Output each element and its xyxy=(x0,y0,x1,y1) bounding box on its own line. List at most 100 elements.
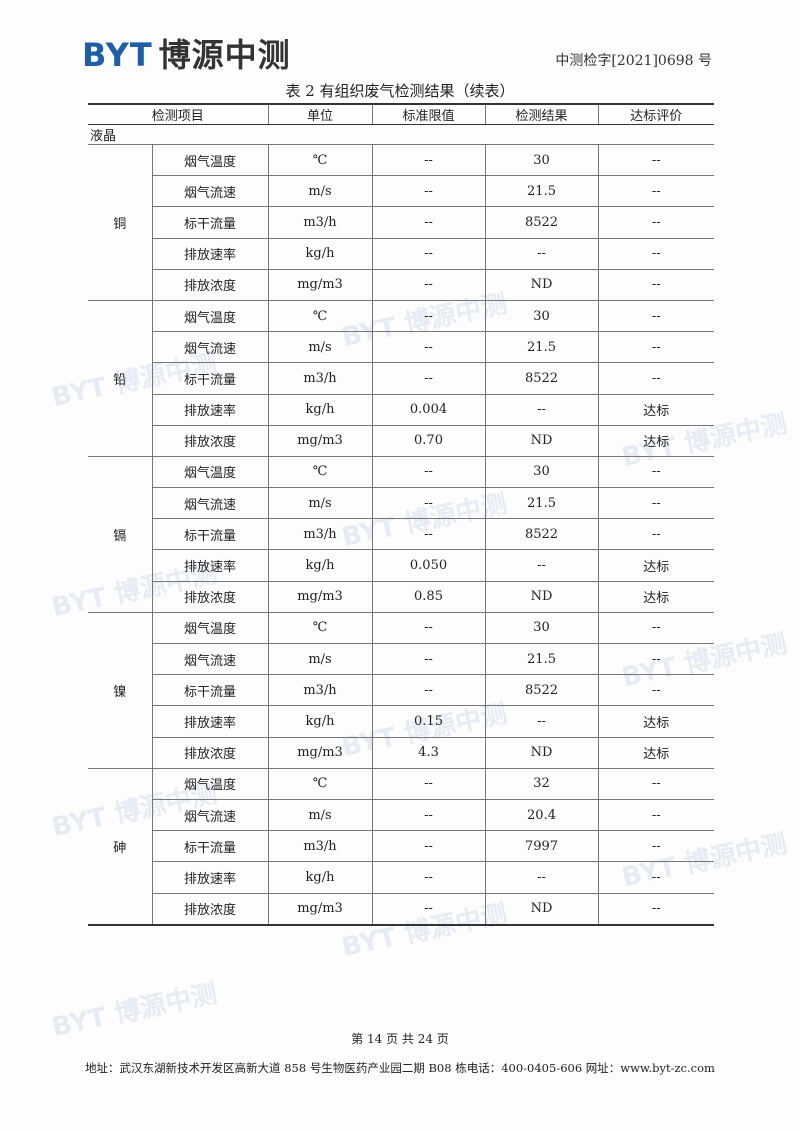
unit-cell: m/s xyxy=(267,331,373,364)
result-cell: 20.4 xyxy=(484,798,599,832)
result-cell: -- xyxy=(484,393,599,426)
table-row: 烟气流速 m/s -- 21.5 -- xyxy=(88,487,715,520)
column-header: 检测项目 xyxy=(88,103,269,125)
result-cell: 30 xyxy=(484,611,599,645)
table-row: 烟气流速 m/s -- 21.5 -- xyxy=(88,175,715,208)
unit-cell: ℃ xyxy=(267,611,373,645)
evaluation-cell: -- xyxy=(597,237,715,270)
table-row: 烟气流速 m/s -- 20.4 -- xyxy=(88,798,715,832)
table-row: 烟气流速 m/s -- 21.5 -- xyxy=(88,642,715,676)
evaluation-cell: -- xyxy=(597,830,715,863)
table-row: 排放浓度 mg/m3 0.85 ND 达标 xyxy=(88,580,715,613)
group-name: 铜 xyxy=(88,144,153,301)
table-row: 标干流量 m3/h -- 8522 -- xyxy=(88,362,715,395)
unit-cell: m3/h xyxy=(267,830,373,863)
unit-cell: mg/m3 xyxy=(267,268,373,301)
table-header: 检测项目 单位 标准限值 检测结果 达标评价 xyxy=(88,103,715,125)
result-cell: -- xyxy=(484,705,599,738)
unit-cell: mg/m3 xyxy=(267,892,373,926)
table-row: 排放浓度 mg/m3 0.70 ND 达标 xyxy=(88,424,715,457)
item-cell: 排放浓度 xyxy=(152,268,269,301)
item-cell: 标干流量 xyxy=(152,206,269,239)
group-name: 镉 xyxy=(88,455,153,613)
item-cell: 烟气流速 xyxy=(152,175,269,208)
result-cell: 7997 xyxy=(484,830,599,863)
table-row: 排放速率 kg/h 0.15 -- 达标 xyxy=(88,705,715,738)
table-row: 排放速率 kg/h -- -- -- xyxy=(88,237,715,270)
column-header: 达标评价 xyxy=(597,103,715,125)
item-cell: 标干流量 xyxy=(152,830,269,863)
limit-cell: -- xyxy=(371,143,486,177)
evaluation-cell: -- xyxy=(597,642,715,676)
unit-cell: kg/h xyxy=(267,393,373,426)
column-header: 检测结果 xyxy=(484,103,599,125)
table-row: 排放速率 kg/h 0.050 -- 达标 xyxy=(88,549,715,582)
limit-cell: -- xyxy=(371,487,486,520)
limit-cell: -- xyxy=(371,237,486,270)
item-cell: 烟气温度 xyxy=(151,299,269,333)
item-cell: 排放速率 xyxy=(152,705,269,738)
evaluation-cell: -- xyxy=(597,674,715,707)
unit-cell: kg/h xyxy=(267,237,373,270)
limit-cell: 0.15 xyxy=(371,705,486,738)
limit-cell: 4.3 xyxy=(371,736,486,769)
footer-address: 地址：武汉东湖新技术开发区高新大道 858 号生物医药产业园二期 B08 栋电话… xyxy=(85,1061,715,1075)
table-row: 砷烟气温度 ℃ -- 32 -- xyxy=(88,767,715,926)
table-row: 标干流量 m3/h -- 8522 -- xyxy=(88,674,715,707)
table-row: 排放浓度 mg/m3 -- ND -- xyxy=(88,892,715,926)
item-cell: 排放速率 xyxy=(152,549,269,582)
evaluation-cell: 达标 xyxy=(597,424,715,457)
table-row: 标干流量 m3/h -- 8522 -- xyxy=(88,206,715,239)
evaluation-cell: -- xyxy=(597,175,715,208)
limit-cell: -- xyxy=(371,518,486,551)
limit-cell: -- xyxy=(371,642,486,676)
item-cell: 标干流量 xyxy=(152,362,269,395)
result-cell: 32 xyxy=(484,767,599,800)
item-cell: 烟气温度 xyxy=(151,767,269,800)
result-cell: ND xyxy=(484,268,599,301)
item-cell: 烟气流速 xyxy=(152,642,269,676)
limit-cell: 0.004 xyxy=(371,393,486,426)
category-row: 液晶 xyxy=(88,124,715,145)
unit-cell: ℃ xyxy=(267,299,373,333)
item-cell: 排放浓度 xyxy=(152,424,269,457)
item-cell: 标干流量 xyxy=(152,518,269,551)
group-name: 砷 xyxy=(88,767,153,926)
unit-cell: kg/h xyxy=(267,549,373,582)
limit-cell: -- xyxy=(371,299,486,333)
group-name: 镍 xyxy=(88,611,153,769)
result-cell: ND xyxy=(484,892,599,926)
unit-cell: kg/h xyxy=(267,705,373,738)
result-cell: 8522 xyxy=(484,518,599,551)
item-cell: 排放速率 xyxy=(152,861,269,894)
item-cell: 排放速率 xyxy=(152,237,269,270)
result-cell: -- xyxy=(484,861,599,894)
page-number: 第 14 页 共 24 页 xyxy=(351,1032,449,1046)
limit-cell: -- xyxy=(371,674,486,707)
result-cell: ND xyxy=(484,424,599,457)
table-title: 表 2 有组织废气检测结果（续表） xyxy=(285,82,515,100)
table-row: 烟气流速 m/s -- 21.5 -- xyxy=(88,331,715,364)
result-cell: 21.5 xyxy=(484,642,599,676)
limit-cell: -- xyxy=(371,861,486,894)
item-cell: 烟气温度 xyxy=(151,143,269,177)
unit-cell: m3/h xyxy=(267,362,373,395)
table-row: 标干流量 m3/h -- 8522 -- xyxy=(88,518,715,551)
item-cell: 标干流量 xyxy=(152,674,269,707)
results-table: 检测项目 单位 标准限值 检测结果 达标评价 液晶 铜烟气温度 ℃ -- 30 -- 烟气… xyxy=(88,103,715,926)
limit-cell: -- xyxy=(371,175,486,208)
result-cell: 21.5 xyxy=(484,487,599,520)
result-cell: 21.5 xyxy=(484,331,599,364)
item-cell: 烟气流速 xyxy=(152,331,269,364)
result-cell: ND xyxy=(484,736,599,769)
evaluation-cell: 达标 xyxy=(597,549,715,582)
unit-cell: m3/h xyxy=(267,674,373,707)
evaluation-cell: -- xyxy=(597,892,715,926)
limit-cell: 0.050 xyxy=(371,549,486,582)
unit-cell: m/s xyxy=(267,798,373,832)
limit-cell: -- xyxy=(371,331,486,364)
item-cell: 烟气温度 xyxy=(151,611,269,645)
evaluation-cell: 达标 xyxy=(597,736,715,769)
result-cell: 8522 xyxy=(484,362,599,395)
result-cell: 30 xyxy=(484,143,599,177)
